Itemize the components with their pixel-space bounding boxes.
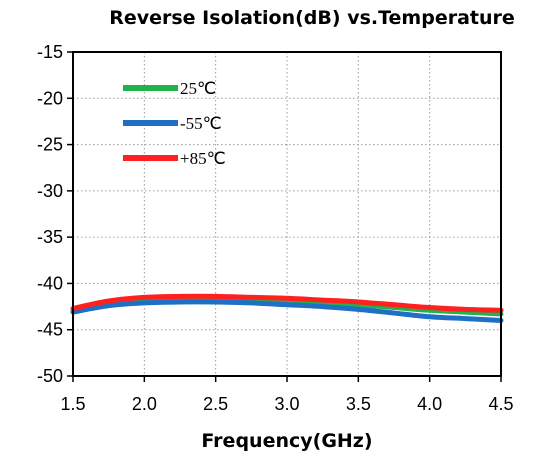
y-axis-ticks: -15 -20 -25 -30 -35 -40 -45 -50 (37, 42, 73, 386)
series-line-1 (70, 299, 504, 323)
y-tick-label: -35 (37, 227, 63, 247)
x-tick-label: 2.0 (132, 394, 157, 414)
x-axis-ticks: 1.5 2.0 2.5 3.0 3.5 4.0 4.5 (60, 376, 514, 414)
y-tick-label: -15 (37, 42, 63, 62)
series-line-2 (70, 293, 504, 313)
legend-label: +85℃ (180, 149, 226, 168)
y-tick-label: -30 (37, 181, 63, 201)
x-tick-label: 4.0 (417, 394, 442, 414)
series-lines (70, 293, 504, 323)
legend-label: 25℃ (180, 79, 216, 98)
chart-title: Reverse Isolation(dB) vs.Temperature (109, 7, 515, 29)
series-line-0 (70, 296, 504, 317)
x-tick-label: 3.0 (274, 394, 299, 414)
y-tick-label: -45 (37, 320, 63, 340)
legend-label: -55℃ (180, 114, 222, 133)
y-tick-label: -20 (37, 88, 63, 108)
y-tick-label: -50 (37, 366, 63, 386)
x-axis-label: Frequency(GHz) (201, 430, 372, 452)
grid (73, 52, 501, 376)
x-tick-label: 4.5 (488, 394, 513, 414)
legend: 25℃ -55℃ +85℃ (123, 79, 226, 168)
x-tick-label: 1.5 (60, 394, 85, 414)
y-tick-label: -25 (37, 135, 63, 155)
y-tick-label: -40 (37, 273, 63, 293)
x-tick-label: 2.5 (203, 394, 228, 414)
x-tick-label: 3.5 (346, 394, 371, 414)
